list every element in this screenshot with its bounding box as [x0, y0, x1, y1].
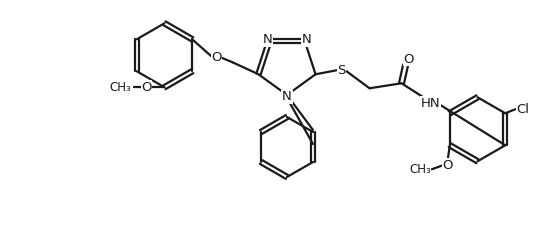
- Text: N: N: [302, 33, 311, 46]
- Text: HN: HN: [421, 97, 440, 110]
- Text: Cl: Cl: [517, 103, 529, 116]
- Text: S: S: [337, 64, 346, 77]
- Text: N: N: [282, 90, 292, 104]
- Text: O: O: [442, 159, 453, 172]
- Text: CH₃: CH₃: [109, 81, 132, 94]
- Text: O: O: [141, 81, 152, 94]
- Text: CH₃: CH₃: [409, 163, 431, 176]
- Text: O: O: [403, 53, 414, 66]
- Text: O: O: [211, 51, 221, 64]
- Text: N: N: [263, 33, 273, 46]
